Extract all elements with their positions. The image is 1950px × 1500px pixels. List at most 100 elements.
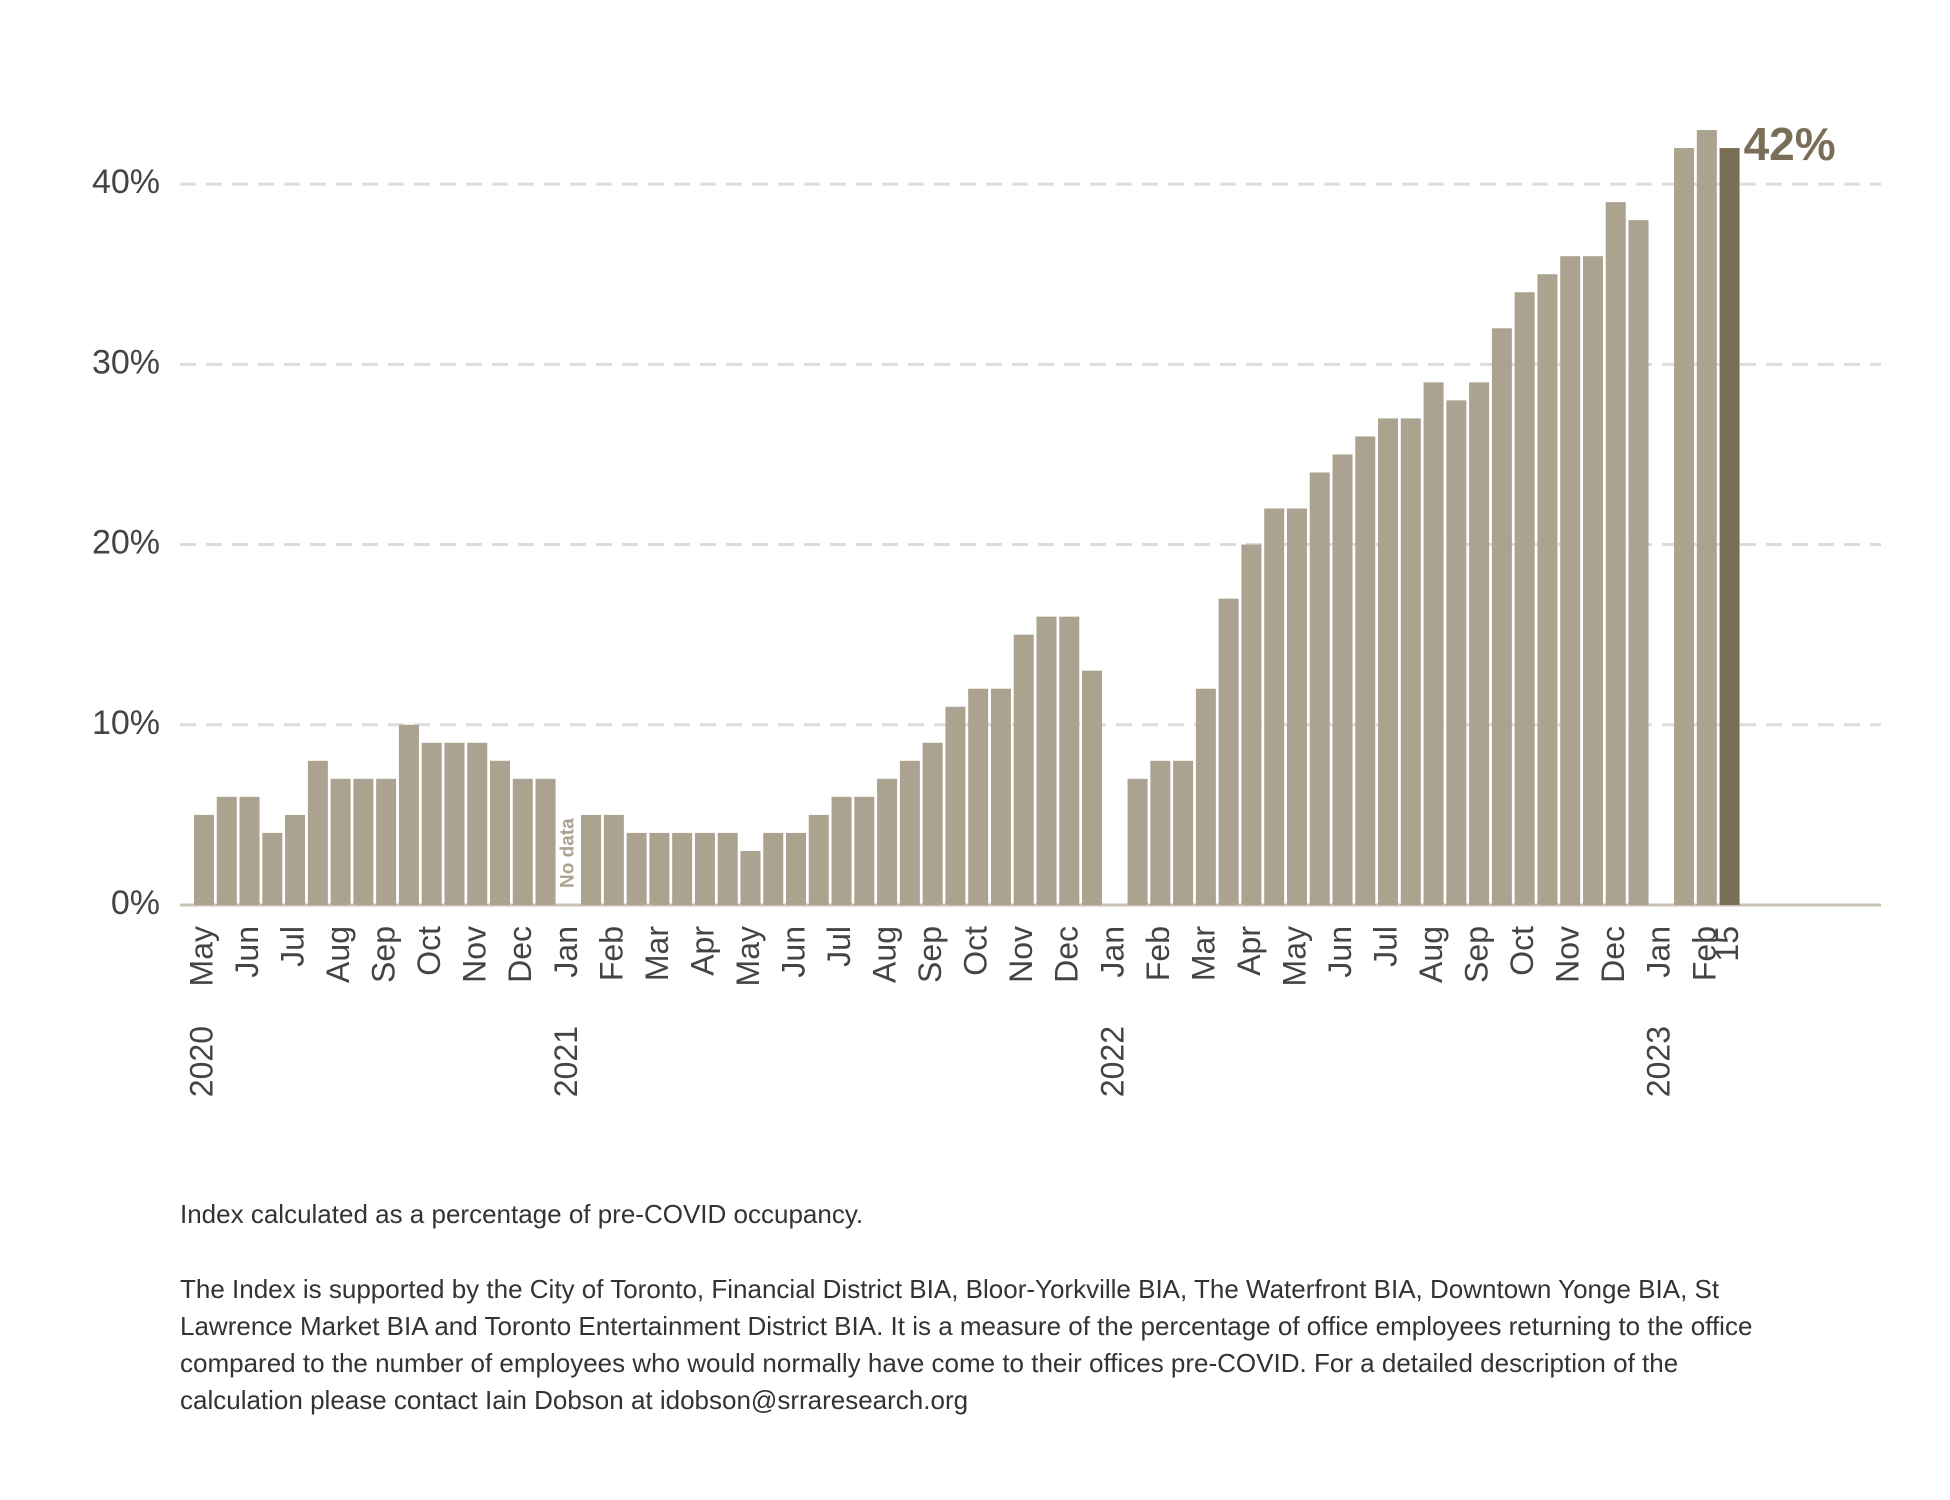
- bar: [649, 832, 670, 905]
- bar: [1719, 148, 1740, 906]
- bar: [968, 688, 989, 905]
- x-tick-label: Aug: [320, 926, 356, 983]
- x-tick-label: Dec: [1049, 926, 1085, 983]
- bar: [603, 814, 624, 905]
- year-label: 2022: [1094, 1026, 1130, 1097]
- x-tick-label: Oct: [958, 926, 994, 976]
- y-tick-label: 20%: [92, 524, 160, 562]
- value-label: 42%: [1744, 118, 1836, 170]
- x-tick-label: Oct: [1504, 926, 1540, 976]
- bar: [717, 832, 738, 905]
- x-tick-label: Jan: [548, 926, 584, 978]
- bar: [1195, 688, 1216, 905]
- year-label: 2023: [1641, 1026, 1677, 1097]
- note: Index calculated as a percentage of pre-…: [180, 1199, 864, 1229]
- x-tick-label: Mar: [639, 926, 675, 981]
- bar: [421, 742, 442, 905]
- y-tick-label: 10%: [92, 704, 160, 742]
- y-tick-label: 30%: [92, 343, 160, 381]
- bar: [1537, 274, 1558, 905]
- bar: [581, 814, 602, 905]
- bar: [1355, 436, 1376, 905]
- x-tick-label: Jun: [1322, 926, 1358, 978]
- note: The Index is supported by the City of To…: [180, 1274, 1753, 1415]
- bar: [376, 778, 397, 905]
- bar: [1218, 598, 1239, 905]
- bar: [1082, 670, 1103, 905]
- bar: [1560, 256, 1581, 905]
- bar: [672, 832, 693, 905]
- y-tick-label: 40%: [92, 163, 160, 201]
- x-tick-label: Jun: [229, 926, 265, 978]
- bar: [194, 814, 214, 905]
- bar: [1013, 634, 1034, 905]
- bar: [1309, 472, 1330, 905]
- x-tick-label: Jul: [821, 926, 857, 967]
- x-tick-label: Apr: [684, 926, 720, 976]
- bar: [1423, 382, 1444, 905]
- x-tick-label: Nov: [1550, 926, 1586, 983]
- bar: [740, 850, 761, 905]
- bar: [1491, 328, 1512, 905]
- bar: [535, 778, 556, 905]
- bar: [1696, 130, 1717, 906]
- bar: [353, 778, 374, 905]
- x-tick-label: Apr: [1231, 926, 1267, 976]
- x-tick-label: Feb: [1140, 926, 1176, 981]
- bar: [239, 796, 260, 905]
- x-tick-label: Jun: [775, 926, 811, 978]
- bar: [1469, 382, 1490, 905]
- bar: [854, 796, 875, 905]
- bar: [490, 760, 511, 905]
- x-tick-label: Nov: [457, 926, 493, 983]
- bar: [786, 832, 807, 905]
- bar: [1059, 616, 1080, 905]
- bar: [899, 760, 920, 905]
- x-tick-label: Dec: [502, 926, 538, 983]
- bar: [1332, 454, 1353, 905]
- bar: [330, 778, 351, 905]
- y-tick-label: 0%: [111, 884, 160, 922]
- bar: [694, 832, 715, 905]
- bar: [945, 706, 966, 905]
- x-tick-label: Feb: [1686, 926, 1722, 981]
- x-tick-label: Sep: [1459, 926, 1495, 983]
- bar: [1286, 508, 1307, 905]
- x-tick-label: Jul: [1367, 926, 1403, 967]
- bar: [922, 742, 943, 905]
- x-tick-label: May: [730, 926, 766, 986]
- x-tick-label: Oct: [411, 926, 447, 976]
- bar: [1605, 202, 1626, 906]
- bar: [877, 778, 898, 905]
- bar: [398, 724, 419, 905]
- x-tick-label: May: [1276, 926, 1312, 986]
- x-tick-label: Aug: [867, 926, 903, 983]
- bar: [1150, 760, 1171, 905]
- bar: [262, 832, 283, 905]
- bar: [1036, 616, 1057, 905]
- bar: [444, 742, 465, 905]
- year-label: 2020: [183, 1026, 219, 1097]
- x-tick-label: Mar: [1185, 926, 1221, 981]
- bar: [1400, 418, 1421, 905]
- bar: [467, 742, 488, 905]
- bar: [1582, 256, 1603, 905]
- x-tick-label: Feb: [593, 926, 629, 981]
- bar: [831, 796, 852, 905]
- bar: [1628, 220, 1649, 906]
- bar: [763, 832, 784, 905]
- bar: [307, 760, 328, 905]
- x-tick-label: Jan: [1094, 926, 1130, 978]
- bar: [990, 688, 1011, 905]
- bar: [626, 832, 647, 905]
- x-tick-label: Aug: [1413, 926, 1449, 983]
- x-tick-label: Sep: [366, 926, 402, 983]
- year-label: 2021: [548, 1026, 584, 1097]
- x-tick-label: Dec: [1595, 926, 1631, 983]
- bar: [1173, 760, 1194, 905]
- bar: [1446, 400, 1467, 905]
- bar: [1674, 148, 1695, 906]
- x-tick-label: 15: [1709, 926, 1745, 962]
